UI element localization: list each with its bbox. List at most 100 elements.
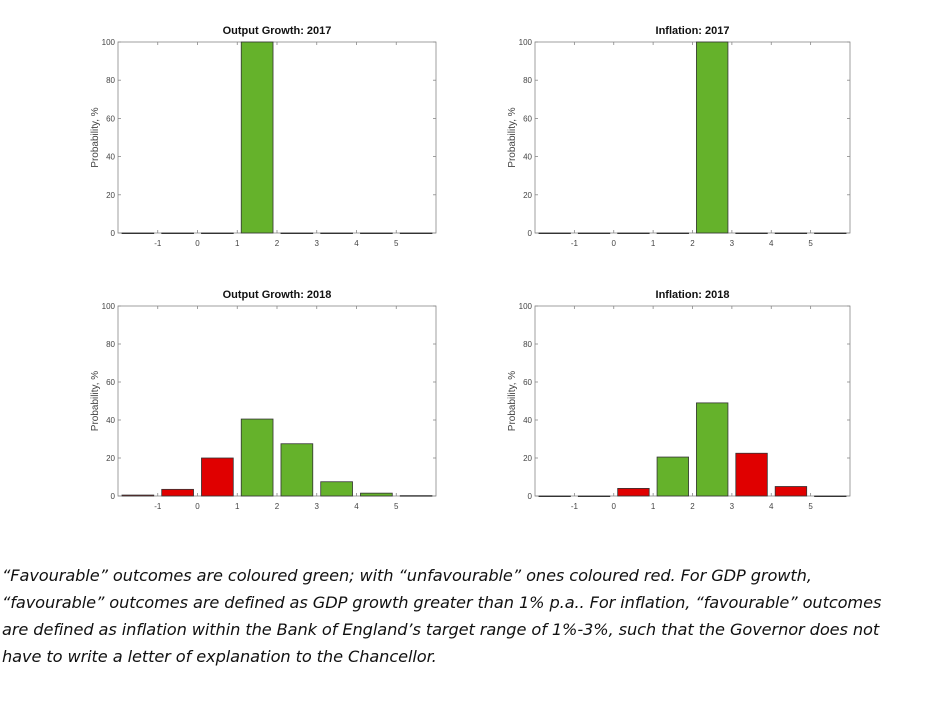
x-tick-label: 2 <box>690 239 695 248</box>
x-tick-label: 3 <box>730 239 735 248</box>
bar <box>161 232 194 235</box>
bar <box>280 443 314 497</box>
y-tick-label: 100 <box>102 302 116 311</box>
bar <box>656 456 689 497</box>
y-tick-label: 100 <box>519 302 533 311</box>
y-tick-label: 60 <box>106 114 115 123</box>
x-tick-label: 1 <box>651 502 656 511</box>
plot-area <box>117 41 437 234</box>
y-tick-label: 20 <box>523 191 532 200</box>
bar <box>735 232 768 235</box>
chart-title: Inflation: 2018 <box>656 289 730 301</box>
chart-title: Inflation: 2017 <box>656 25 730 37</box>
y-axis-label: Probability, % <box>507 371 518 432</box>
y-tick-label: 0 <box>111 229 116 238</box>
bar <box>121 232 155 235</box>
x-tick-label: 0 <box>612 502 617 511</box>
x-tick-label: -1 <box>154 239 162 248</box>
chart-panel: 0 20 40 60 80 100 -1 0 1 2 3 4 5 Output Growth: 2018 P… <box>90 289 437 511</box>
y-tick-label: 0 <box>528 492 533 501</box>
y-tick-label: 0 <box>111 492 116 501</box>
x-tick-label: 2 <box>275 239 280 248</box>
x-tick-label: 3 <box>315 239 320 248</box>
bar <box>577 495 611 498</box>
chart-title: Output Growth: 2018 <box>223 289 332 301</box>
bar <box>538 232 571 235</box>
y-tick-label: 80 <box>523 76 532 85</box>
y-tick-label: 60 <box>523 378 532 387</box>
bar <box>399 232 433 235</box>
bar <box>774 232 808 235</box>
x-tick-label: 0 <box>195 502 200 511</box>
y-tick-label: 80 <box>106 76 115 85</box>
bar <box>360 232 393 235</box>
caption-line: are defined as inflation within the Bank… <box>2 620 880 639</box>
y-tick-label: 20 <box>523 454 532 463</box>
x-tick-label: 0 <box>195 239 200 248</box>
bar <box>161 488 194 497</box>
y-tick-label: 100 <box>519 38 533 47</box>
plot-area <box>534 305 851 497</box>
bar <box>240 418 274 497</box>
bar <box>240 41 274 234</box>
y-tick-label: 40 <box>106 416 115 425</box>
bar <box>320 481 353 497</box>
y-tick-label: 60 <box>106 378 115 387</box>
x-tick-label: 4 <box>354 502 359 511</box>
y-tick-label: 60 <box>523 114 532 123</box>
bar <box>399 495 433 497</box>
chart-panel: 0 20 40 60 80 100 -1 0 1 2 3 4 5 Inflation: 2018 Proba… <box>507 289 851 511</box>
y-tick-label: 80 <box>106 340 115 349</box>
x-tick-label: 5 <box>808 502 813 511</box>
x-tick-label: 4 <box>354 239 359 248</box>
y-tick-label: 40 <box>523 153 532 162</box>
x-tick-label: 2 <box>690 502 695 511</box>
bar <box>360 492 393 497</box>
x-tick-label: 3 <box>730 502 735 511</box>
bar <box>617 232 650 235</box>
bar <box>617 487 650 497</box>
bar <box>735 452 768 497</box>
bar <box>280 232 314 235</box>
x-tick-label: 3 <box>315 502 320 511</box>
chart-panel: 0 20 40 60 80 100 -1 0 1 2 3 4 5 Inflation: 2017 Proba… <box>507 25 851 248</box>
y-tick-label: 20 <box>106 191 115 200</box>
x-tick-label: 4 <box>769 502 774 511</box>
x-tick-label: -1 <box>571 239 579 248</box>
x-tick-label: 5 <box>808 239 813 248</box>
y-tick-label: 0 <box>528 229 533 238</box>
x-tick-label: 1 <box>235 239 240 248</box>
x-tick-label: 5 <box>394 239 399 248</box>
plot-area <box>117 305 437 497</box>
y-tick-label: 100 <box>102 38 116 47</box>
y-axis-label: Probability, % <box>507 107 518 168</box>
bar <box>538 495 571 498</box>
plot-area <box>534 41 851 234</box>
bar <box>320 232 353 235</box>
caption-line: “Favourable” outcomes are coloured green… <box>2 566 812 585</box>
x-tick-label: 1 <box>235 502 240 511</box>
x-tick-label: 1 <box>651 239 656 248</box>
caption: “Favourable” outcomes are coloured green… <box>2 562 937 670</box>
x-tick-label: 5 <box>394 502 399 511</box>
chart-title: Output Growth: 2017 <box>223 25 332 37</box>
bar <box>696 402 729 497</box>
bar <box>814 232 847 235</box>
bar <box>121 494 155 497</box>
bar <box>696 41 729 234</box>
chart-panel: 0 20 40 60 80 100 -1 0 1 2 3 4 5 Output Growth: 2017 P… <box>90 25 437 248</box>
bar <box>577 232 611 235</box>
x-tick-label: -1 <box>154 502 162 511</box>
caption-line: have to write a letter of explanation to… <box>2 647 437 666</box>
x-tick-label: -1 <box>571 502 579 511</box>
y-tick-label: 40 <box>523 416 532 425</box>
y-axis-label: Probability, % <box>90 371 101 432</box>
bar <box>774 486 808 497</box>
bar <box>656 232 689 235</box>
bar <box>814 495 847 498</box>
x-tick-label: 4 <box>769 239 774 248</box>
bar <box>201 232 234 235</box>
x-tick-label: 2 <box>275 502 280 511</box>
y-tick-label: 20 <box>106 454 115 463</box>
